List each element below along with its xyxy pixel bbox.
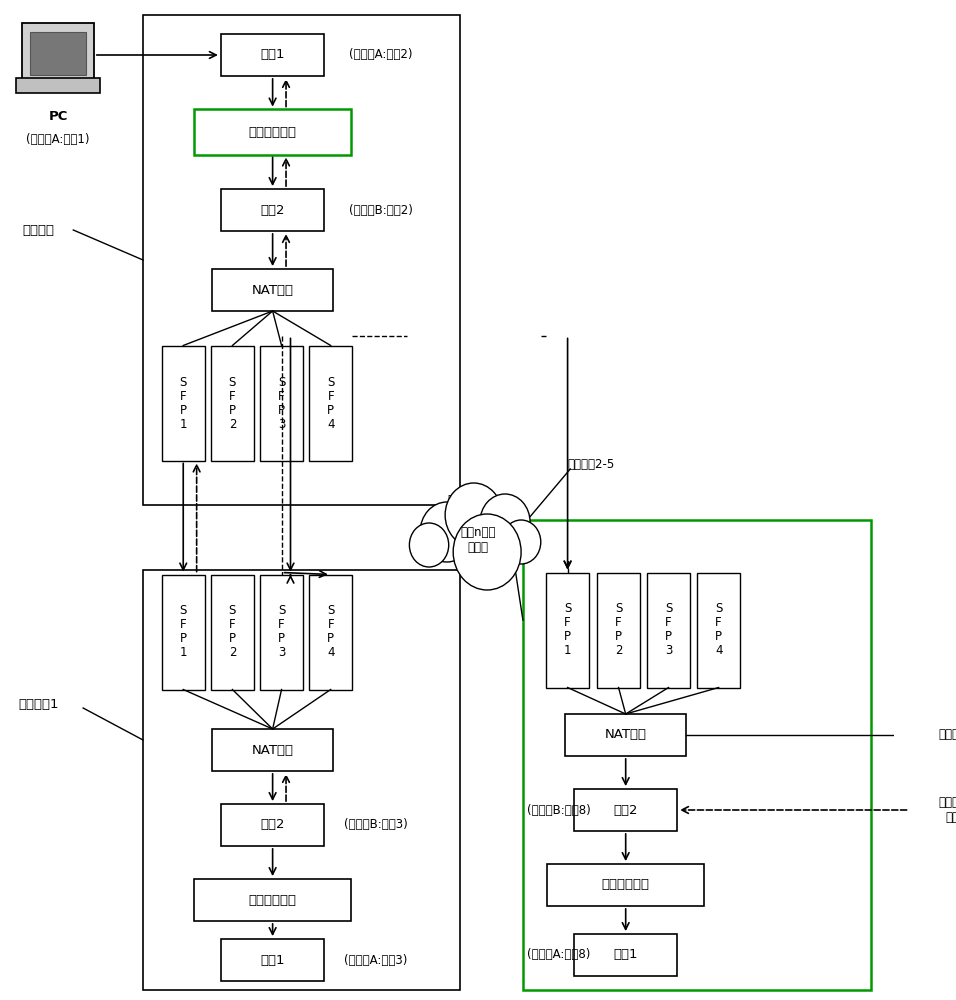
Text: S
F
P
2: S F P 2	[228, 604, 236, 660]
FancyBboxPatch shape	[697, 572, 740, 688]
Text: NAT功能: NAT功能	[605, 728, 646, 742]
Text: 连接n级远
端设备: 连接n级远 端设备	[461, 526, 496, 554]
Circle shape	[453, 514, 521, 590]
FancyBboxPatch shape	[194, 879, 351, 921]
Text: 远端设备6: 远端设备6	[446, 493, 488, 506]
FancyBboxPatch shape	[221, 939, 324, 981]
Text: 网卡1: 网卡1	[260, 954, 285, 966]
Text: S
F
P
4: S F P 4	[327, 604, 335, 660]
Text: S
F
P
1: S F P 1	[180, 375, 187, 430]
FancyBboxPatch shape	[194, 109, 351, 154]
FancyBboxPatch shape	[575, 789, 677, 831]
Text: 三层交换功能: 三层交换功能	[249, 894, 296, 906]
Circle shape	[409, 523, 448, 567]
FancyBboxPatch shape	[31, 32, 86, 75]
Text: S
F
P
3: S F P 3	[665, 602, 672, 658]
Text: PC: PC	[49, 110, 68, 123]
Text: 三层交换功能: 三层交换功能	[601, 879, 650, 892]
Text: 软件升级: 软件升级	[938, 728, 956, 742]
FancyBboxPatch shape	[647, 572, 690, 688]
Text: (网络段A:编号1): (网络段A:编号1)	[27, 133, 90, 146]
FancyBboxPatch shape	[221, 189, 324, 231]
FancyBboxPatch shape	[211, 346, 254, 460]
Circle shape	[480, 494, 530, 550]
Text: 网卡2: 网卡2	[614, 804, 638, 816]
FancyBboxPatch shape	[548, 864, 704, 906]
Text: 升级应答
信息: 升级应答 信息	[938, 796, 956, 824]
Text: (网络段A:编号2): (网络段A:编号2)	[349, 48, 412, 62]
Text: 近端设备: 近端设备	[22, 224, 54, 236]
Text: S
F
P
1: S F P 1	[180, 604, 187, 660]
Text: (网络段B:编号2): (网络段B:编号2)	[349, 204, 412, 217]
FancyBboxPatch shape	[546, 572, 589, 688]
FancyBboxPatch shape	[310, 574, 352, 690]
Text: NAT功能: NAT功能	[251, 744, 293, 756]
Text: 远端设备1: 远端设备1	[18, 698, 58, 712]
FancyBboxPatch shape	[16, 78, 100, 93]
FancyBboxPatch shape	[212, 729, 333, 771]
Circle shape	[445, 483, 502, 547]
FancyBboxPatch shape	[598, 572, 640, 688]
Text: 远端设备2-5: 远端设备2-5	[568, 458, 615, 472]
FancyBboxPatch shape	[221, 804, 324, 846]
Text: 网卡2: 网卡2	[260, 818, 285, 832]
Text: S
F
P
2: S F P 2	[615, 602, 622, 658]
Text: (网络段B:编号8): (网络段B:编号8)	[528, 804, 591, 816]
FancyBboxPatch shape	[162, 346, 205, 460]
Text: S
F
P
2: S F P 2	[228, 375, 236, 430]
FancyBboxPatch shape	[212, 269, 333, 311]
Text: S
F
P
3: S F P 3	[278, 375, 285, 430]
FancyBboxPatch shape	[211, 574, 254, 690]
FancyBboxPatch shape	[310, 346, 352, 460]
FancyBboxPatch shape	[221, 34, 324, 76]
Text: (网络段A:编号3): (网络段A:编号3)	[344, 954, 407, 966]
FancyBboxPatch shape	[909, 716, 956, 754]
Text: 三层交换功能: 三层交换功能	[249, 125, 296, 138]
FancyBboxPatch shape	[260, 346, 303, 460]
FancyBboxPatch shape	[575, 934, 677, 976]
Text: S
F
P
3: S F P 3	[278, 604, 285, 660]
Text: 网卡1: 网卡1	[614, 948, 638, 962]
Text: 网卡2: 网卡2	[260, 204, 285, 217]
Circle shape	[502, 520, 541, 564]
Text: S
F
P
1: S F P 1	[564, 602, 572, 658]
FancyBboxPatch shape	[565, 714, 686, 756]
Text: NAT功能: NAT功能	[251, 284, 293, 296]
FancyBboxPatch shape	[162, 574, 205, 690]
Text: S
F
P
4: S F P 4	[715, 602, 723, 658]
Text: (网络段A:编号8): (网络段A:编号8)	[528, 948, 591, 962]
Text: (网络段B:编号3): (网络段B:编号3)	[344, 818, 408, 832]
Circle shape	[420, 502, 474, 562]
Text: S
F
P
4: S F P 4	[327, 375, 335, 430]
Text: 网卡1: 网卡1	[260, 48, 285, 62]
FancyBboxPatch shape	[22, 23, 94, 82]
FancyBboxPatch shape	[260, 574, 303, 690]
